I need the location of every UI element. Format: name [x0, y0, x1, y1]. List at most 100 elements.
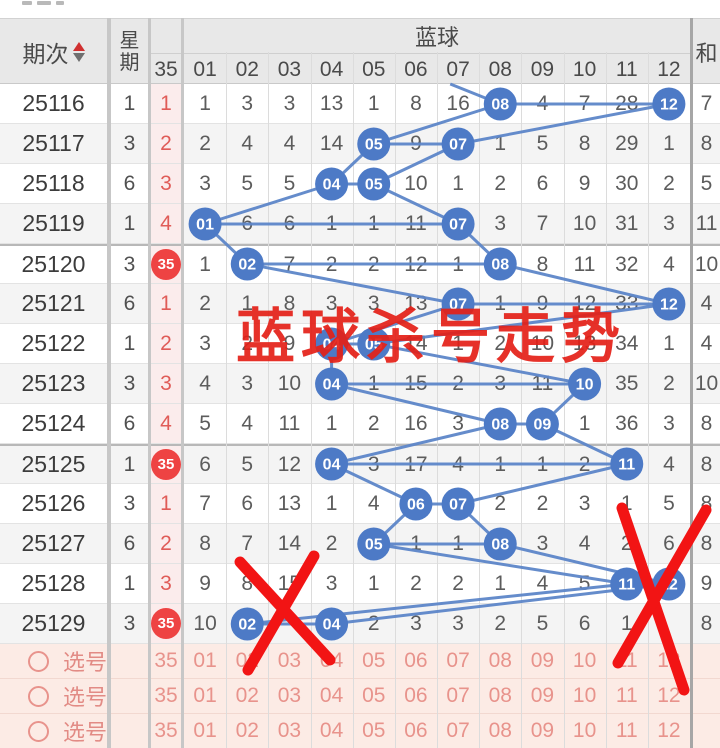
ball-column-header-07: 07: [437, 53, 480, 85]
ball-cell: [648, 564, 690, 603]
selection-number-01[interactable]: 01: [193, 684, 217, 707]
selection-35[interactable]: 35: [154, 684, 178, 707]
ball-cell: 16: [446, 91, 470, 115]
miss35-cell: 35: [151, 446, 181, 483]
ball-cell: 1: [367, 211, 380, 235]
selection-number-06[interactable]: 06: [404, 649, 428, 672]
selection-number-03[interactable]: 03: [277, 719, 302, 742]
selection-35[interactable]: 35: [154, 719, 178, 742]
ball-cell: 10: [277, 371, 302, 395]
sum-cell: 8: [700, 452, 713, 476]
ball-cell: 5: [578, 571, 591, 595]
selection-number-02[interactable]: 02: [235, 649, 259, 672]
ball-column-header-06: 06: [394, 53, 437, 85]
period-column-header[interactable]: 期次: [0, 19, 107, 85]
ball-column-header-09: 09: [521, 53, 564, 85]
ball-cell: 2: [663, 171, 675, 195]
selection-number-01[interactable]: 01: [193, 649, 217, 672]
radio-circle-icon[interactable]: [28, 720, 49, 742]
selection-35[interactable]: 35: [154, 649, 178, 672]
sum-column-header: 和: [695, 41, 718, 66]
radio-circle-icon[interactable]: [28, 685, 49, 707]
grid-line: [479, 52, 481, 748]
selection-number-03[interactable]: 03: [277, 649, 302, 672]
grid-line: [268, 52, 270, 748]
selection-number-10[interactable]: 10: [572, 649, 597, 672]
sort-asc-icon: [72, 42, 85, 51]
ball-cell: 9: [199, 571, 211, 595]
selection-number-04[interactable]: 04: [319, 649, 344, 672]
selection-number-05[interactable]: 05: [362, 684, 386, 707]
selection-number-04[interactable]: 04: [319, 719, 344, 742]
selection-number-09[interactable]: 09: [530, 649, 555, 672]
ball-cell: 28: [615, 91, 639, 115]
ball-cell: [437, 124, 479, 163]
selection-number-11[interactable]: 11: [615, 684, 638, 707]
ball-cell: 1: [494, 571, 507, 595]
miss35-cell: 4: [151, 404, 181, 443]
selection-number-11[interactable]: 11: [615, 719, 638, 742]
ball-cell: [268, 604, 310, 643]
selection-number-10[interactable]: 10: [572, 719, 597, 742]
selection-number-03[interactable]: 03: [277, 684, 302, 707]
ball-cell: 8: [199, 531, 211, 555]
selection-number-07[interactable]: 07: [446, 719, 470, 742]
ball-cell: 7: [199, 491, 211, 515]
selection-number-04[interactable]: 04: [319, 684, 344, 707]
period-cell: 25127: [21, 530, 86, 556]
selection-number-06[interactable]: 06: [404, 719, 428, 742]
ball-cell: 3: [199, 331, 211, 355]
ball-cell: 2: [325, 252, 338, 276]
sort-icon[interactable]: [72, 42, 85, 62]
selection-number-09[interactable]: 09: [530, 719, 555, 742]
selection-row-label: 选号: [0, 679, 148, 713]
selection-number-08[interactable]: 08: [488, 684, 512, 707]
sum-cell: 7: [700, 91, 713, 115]
selection-number-02[interactable]: 02: [235, 719, 259, 742]
period-cell: 25126: [21, 490, 86, 516]
ball-cell: 3: [241, 371, 254, 395]
selection-number-12[interactable]: 12: [657, 649, 681, 672]
selection-number-08[interactable]: 08: [488, 719, 512, 742]
sum-cell: 8: [700, 611, 713, 635]
miss35-cell: 1: [151, 84, 181, 123]
ball-cell: [437, 204, 479, 243]
grid-line: [605, 52, 607, 748]
ball-cell: 8: [578, 131, 591, 155]
ball-cell: 11: [278, 411, 301, 435]
selection-number-06[interactable]: 06: [404, 684, 428, 707]
selection-number-02[interactable]: 02: [235, 684, 259, 707]
ball-cell: [437, 484, 479, 523]
selection-number-05[interactable]: 05: [362, 649, 386, 672]
ball-cell: 3: [452, 411, 464, 435]
selection-number-05[interactable]: 05: [362, 719, 386, 742]
sum-cell: 10: [694, 252, 719, 276]
weekday-cell: 3: [123, 371, 136, 395]
radio-circle-icon[interactable]: [28, 650, 49, 672]
period-cell: 25121: [21, 290, 86, 316]
selection-number-09[interactable]: 09: [530, 684, 555, 707]
selection-number-11[interactable]: 11: [615, 649, 638, 672]
selection-number-12[interactable]: 12: [657, 684, 681, 707]
ball-cell: 9: [410, 131, 422, 155]
weekday-cell: 3: [123, 611, 136, 635]
miss35-cell: 35: [151, 246, 181, 283]
miss35-cell: 3: [151, 364, 181, 403]
selection-number-08[interactable]: 08: [488, 649, 512, 672]
selection-number-01[interactable]: 01: [193, 719, 217, 742]
ball-cell: 6: [578, 611, 591, 635]
ball-cell: 4: [367, 491, 380, 515]
selection-number-12[interactable]: 12: [657, 719, 681, 742]
text-fragment: [22, 1, 32, 5]
ball-cell: 1: [410, 531, 422, 555]
ball-cell: 3: [663, 411, 675, 435]
ball-cell: 11: [573, 252, 596, 276]
selection-number-10[interactable]: 10: [572, 684, 597, 707]
selection-number-07[interactable]: 07: [446, 649, 470, 672]
ball-cell: [521, 404, 563, 443]
ball-cell: 10: [193, 611, 217, 635]
ball-cell: [606, 564, 648, 603]
grid-line: [394, 52, 396, 748]
selection-number-07[interactable]: 07: [446, 684, 470, 707]
ball-cell: [226, 246, 268, 283]
